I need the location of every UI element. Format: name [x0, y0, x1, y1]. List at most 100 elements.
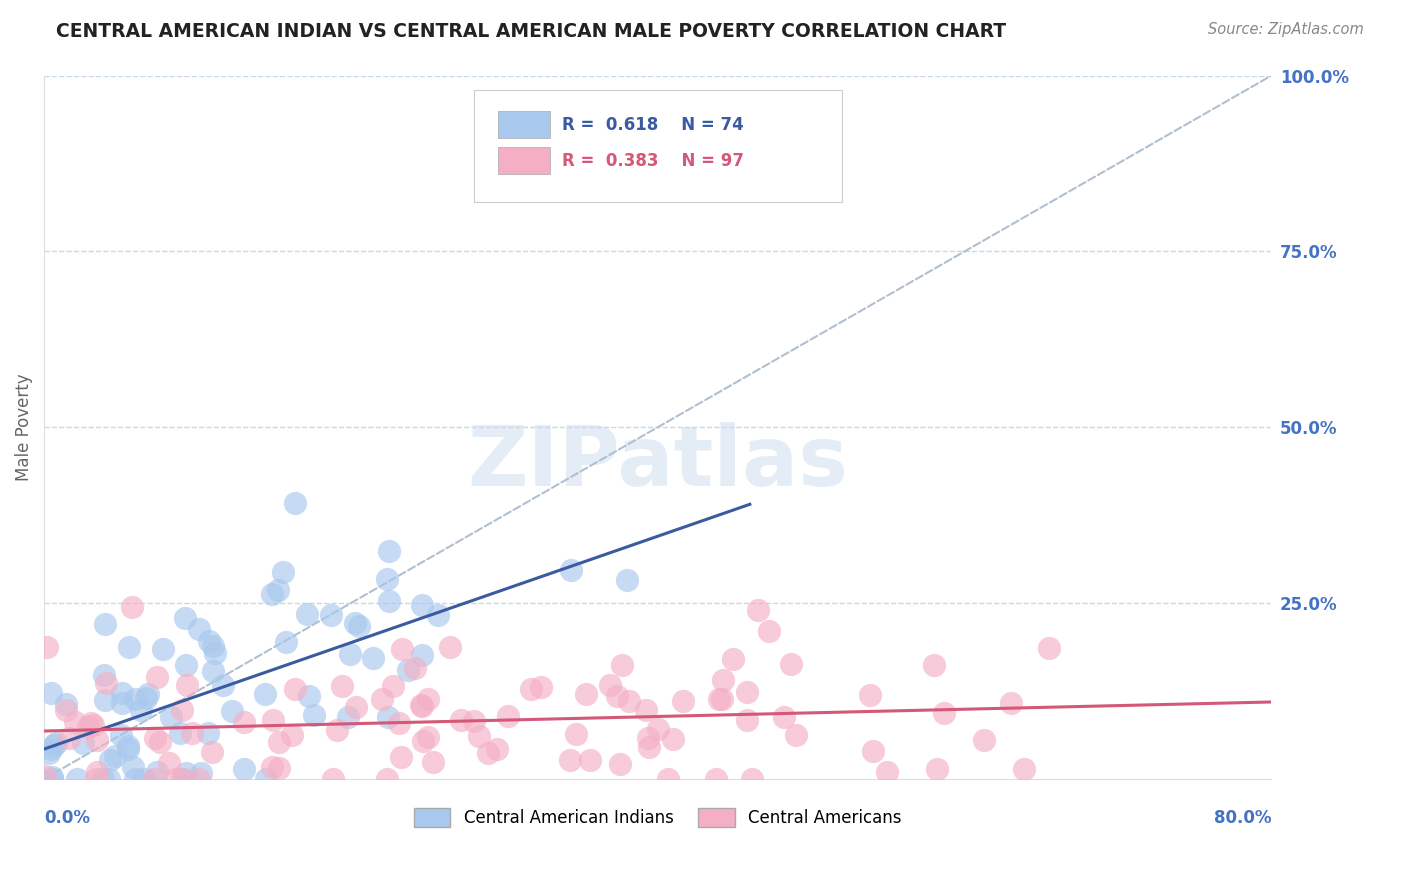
Point [124, 691, 146, 706]
Point [187, 772, 209, 786]
Point [344, 699, 367, 714]
Point [609, 757, 631, 772]
Point [404, 660, 426, 674]
Point [422, 756, 444, 770]
Point [232, 762, 254, 776]
Point [711, 673, 734, 687]
Point [65, 715, 87, 730]
Point [378, 544, 401, 558]
Point [94, 617, 117, 632]
Point [276, 635, 298, 649]
Legend: Central American Indians, Central Americans: Central American Indians, Central Americ… [406, 801, 908, 834]
Point [260, 760, 283, 774]
Point [735, 714, 758, 728]
Point [172, 772, 194, 786]
Point [187, 622, 209, 636]
Point [321, 607, 343, 622]
Point [152, 642, 174, 657]
Point [201, 664, 224, 678]
Point [389, 749, 412, 764]
Point [97, 772, 120, 786]
Point [606, 690, 628, 704]
Point [163, 772, 186, 786]
Point [111, 686, 134, 700]
Point [190, 765, 212, 780]
Point [396, 663, 419, 677]
Point [260, 587, 283, 601]
Point [86, 765, 108, 780]
Point [37, 640, 59, 654]
Point [66, 772, 89, 786]
Point [302, 708, 325, 723]
Point [672, 694, 695, 708]
Point [859, 688, 882, 702]
Point [159, 709, 181, 723]
Point [1012, 762, 1035, 776]
Point [79, 715, 101, 730]
Point [388, 715, 411, 730]
Point [253, 687, 276, 701]
Point [411, 698, 433, 712]
Point [735, 685, 758, 699]
Point [862, 744, 884, 758]
Point [201, 639, 224, 653]
Point [41, 772, 63, 786]
Point [271, 565, 294, 579]
Point [498, 709, 520, 723]
Point [267, 735, 290, 749]
Point [416, 692, 439, 706]
Point [262, 713, 284, 727]
Point [657, 772, 679, 786]
Point [136, 686, 159, 700]
Point [94, 692, 117, 706]
Point [173, 611, 195, 625]
Point [254, 772, 277, 786]
Point [121, 600, 143, 615]
Point [530, 680, 553, 694]
Point [176, 765, 198, 780]
Point [55, 697, 77, 711]
Point [785, 728, 807, 742]
Point [426, 607, 449, 622]
Point [146, 765, 169, 780]
Point [704, 772, 727, 786]
Point [1038, 640, 1060, 655]
Point [135, 690, 157, 705]
Point [221, 704, 243, 718]
Point [82, 717, 104, 731]
Point [391, 642, 413, 657]
Point [118, 640, 141, 654]
Point [565, 727, 588, 741]
Point [412, 734, 434, 748]
Point [780, 657, 803, 672]
Point [198, 634, 221, 648]
Point [377, 710, 399, 724]
Point [38, 747, 60, 761]
Point [143, 772, 166, 786]
Point [347, 619, 370, 633]
Point [707, 692, 730, 706]
Point [634, 703, 657, 717]
Point [174, 658, 197, 673]
Point [599, 678, 621, 692]
Point [117, 742, 139, 756]
FancyBboxPatch shape [498, 146, 550, 174]
Point [973, 732, 995, 747]
Point [520, 681, 543, 696]
Point [616, 574, 638, 588]
Text: 80.0%: 80.0% [1213, 809, 1271, 828]
Point [281, 728, 304, 742]
Text: R =  0.618    N = 74: R = 0.618 N = 74 [562, 116, 744, 134]
Point [117, 739, 139, 753]
Point [204, 646, 226, 660]
FancyBboxPatch shape [474, 89, 842, 202]
Point [711, 692, 734, 706]
Point [84, 772, 107, 786]
Point [267, 582, 290, 597]
Point [378, 594, 401, 608]
Point [375, 572, 398, 586]
Point [94, 675, 117, 690]
Point [322, 772, 344, 786]
Point [619, 694, 641, 708]
Point [579, 753, 602, 767]
